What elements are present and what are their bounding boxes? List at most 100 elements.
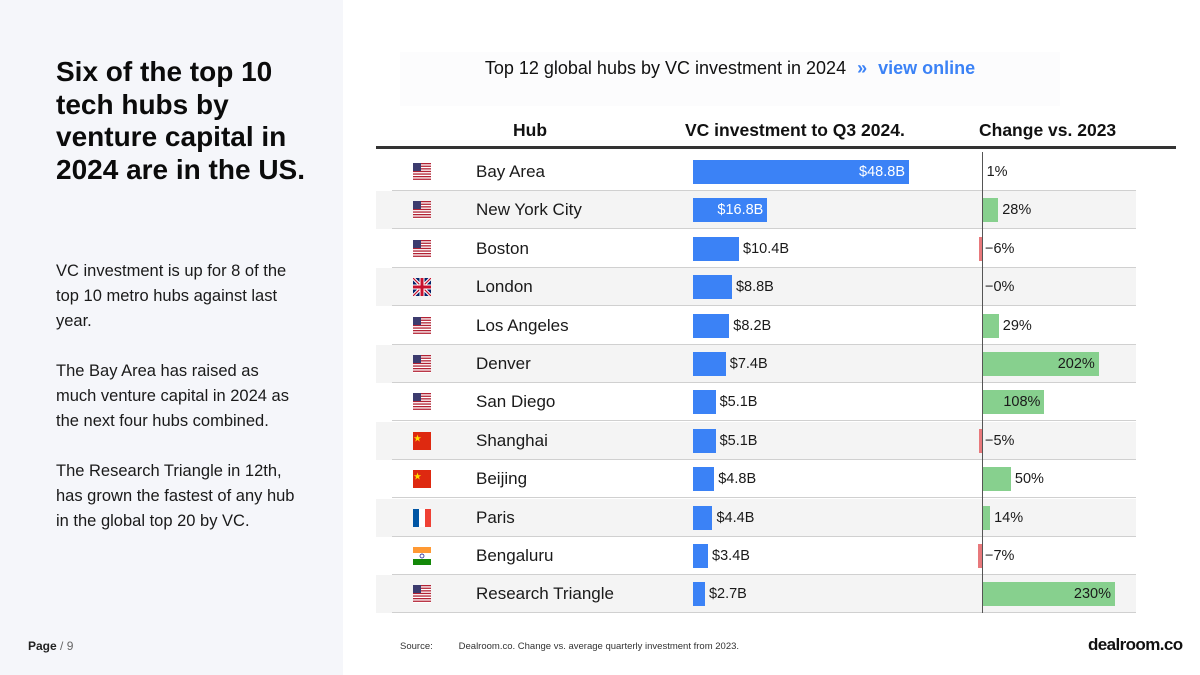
sidebar-paragraph: VC investment is up for 8 of the top 10 … <box>56 262 287 330</box>
table-row: Bay Area $48.8B 1% <box>376 153 1136 191</box>
table-row: Boston $10.4B −6% <box>376 230 1136 268</box>
change-value-label: −0% <box>985 279 1015 296</box>
table-row: Paris $4.4B 14% <box>376 498 1136 537</box>
page-label: Page <box>28 639 57 653</box>
table-row: Shanghai $5.1B −5% <box>376 421 1136 460</box>
vc-value-label: $2.7B <box>708 586 747 603</box>
table-row: New York City $16.8B 28% <box>376 191 1136 230</box>
flag-icon <box>413 393 431 412</box>
hub-name: New York City <box>476 200 582 220</box>
vc-bar <box>693 198 768 223</box>
vc-bar <box>693 236 740 261</box>
flag-icon <box>413 239 431 258</box>
vc-bar <box>693 275 732 300</box>
source-text: Dealroom.co. Change vs. average quarterl… <box>458 641 740 652</box>
vc-value-label: $10.4B <box>743 240 789 257</box>
vc-bar <box>693 428 716 453</box>
flag-icon <box>413 163 431 181</box>
page-total: / 9 <box>60 639 74 653</box>
row-divider <box>392 612 1136 614</box>
vc-value-label: $8.8B <box>735 279 774 296</box>
row-divider <box>392 266 1136 268</box>
vc-value-label: $4.4B <box>716 509 755 526</box>
flag-icon <box>413 316 431 335</box>
vc-value-label: $5.1B <box>719 394 758 411</box>
table-row: Denver $7.4B 202% <box>376 345 1136 383</box>
hub-name: Bay Area <box>476 162 545 181</box>
vc-bar <box>693 505 713 530</box>
sidebar-body: VC investment is up for 8 of the top 10 … <box>56 259 296 559</box>
row-divider <box>392 382 1136 383</box>
change-bar <box>982 313 999 338</box>
change-bar <box>982 582 1115 607</box>
table-row: Bengaluru $3.4B −7% <box>376 537 1136 575</box>
table-row: Research Triangle $2.7B 230% <box>376 575 1136 614</box>
vc-value-label: $5.1B <box>719 432 758 449</box>
change-value-label: 50% <box>1014 471 1044 488</box>
sidebar: Six of the top 10 tech hubs by venture c… <box>0 0 343 675</box>
vc-value-label: $3.4B <box>712 548 750 564</box>
vc-bar <box>693 467 715 492</box>
change-value-label: 202% <box>1057 356 1095 372</box>
column-header-vc: VC investment to Q3 2024. <box>685 120 905 140</box>
flag-icon <box>413 355 431 373</box>
vc-value-label: $8.2B <box>733 317 772 334</box>
hub-name: London <box>476 277 533 297</box>
column-header-change: Change vs. 2023 <box>979 120 1117 140</box>
vc-bar <box>693 582 705 607</box>
column-header-hub: Hub <box>513 120 548 140</box>
vc-value-label: $16.8B <box>717 202 764 219</box>
change-value-label: 108% <box>1003 394 1041 411</box>
source-label: Source: <box>400 641 433 652</box>
vc-bar <box>693 390 716 415</box>
row-divider <box>392 535 1136 537</box>
page-headline: Six of the top 10 tech hubs by venture c… <box>56 56 306 185</box>
hub-name: Research Triangle <box>476 584 614 604</box>
row-divider <box>392 497 1136 499</box>
hub-name: Beijing <box>476 469 528 489</box>
hub-name: Los Angeles <box>476 315 569 335</box>
table-row: San Diego $5.1B 108% <box>376 383 1136 422</box>
change-bar <box>978 236 982 261</box>
table-row: London $8.8B −0% <box>376 268 1136 307</box>
sidebar-paragraph: The Bay Area has raised as much venture … <box>56 362 289 430</box>
vc-bar <box>693 352 726 376</box>
change-bar <box>982 390 1045 415</box>
change-bar <box>982 505 991 530</box>
hub-name: Boston <box>476 238 529 258</box>
view-online-link[interactable]: view online <box>878 58 976 78</box>
flag-icon <box>413 470 431 489</box>
header-rule <box>376 146 1176 149</box>
dealroom-logo: dealroom.co <box>1088 635 1183 654</box>
change-value-label: −5% <box>985 432 1015 449</box>
change-bar <box>979 428 982 453</box>
page-indicator: Page / 9 <box>28 639 73 653</box>
change-value-label: 230% <box>1073 586 1111 603</box>
flag-icon <box>413 201 431 220</box>
row-divider <box>392 305 1136 307</box>
row-divider <box>392 228 1136 230</box>
hub-name: Paris <box>476 507 515 527</box>
change-bar <box>982 352 1099 376</box>
flag-icon <box>413 508 431 527</box>
vc-bar <box>693 313 730 338</box>
table-row: Los Angeles $8.2B 29% <box>376 307 1136 345</box>
sidebar-paragraph: The Research Triangle in 12th, has grown… <box>56 462 295 530</box>
vc-value-label: $48.8B <box>859 164 905 180</box>
change-bar <box>982 467 1011 492</box>
row-divider <box>392 458 1136 460</box>
chevron-right-icon: » <box>857 58 868 78</box>
flag-icon <box>411 276 433 298</box>
chart-title-text: Top 12 global hubs by VC investment in 2… <box>484 58 847 78</box>
change-bar <box>977 544 982 568</box>
change-value-label: −6% <box>985 240 1015 257</box>
hub-name: Denver <box>476 354 531 373</box>
change-zero-axis <box>982 152 983 613</box>
change-value-label: 29% <box>1002 317 1032 334</box>
row-divider <box>392 420 1136 422</box>
hub-name: San Diego <box>476 392 556 412</box>
flag-icon <box>413 585 431 604</box>
change-value-label: 14% <box>994 509 1024 526</box>
change-value-label: 28% <box>1002 202 1032 219</box>
change-value-label: 1% <box>986 164 1008 180</box>
